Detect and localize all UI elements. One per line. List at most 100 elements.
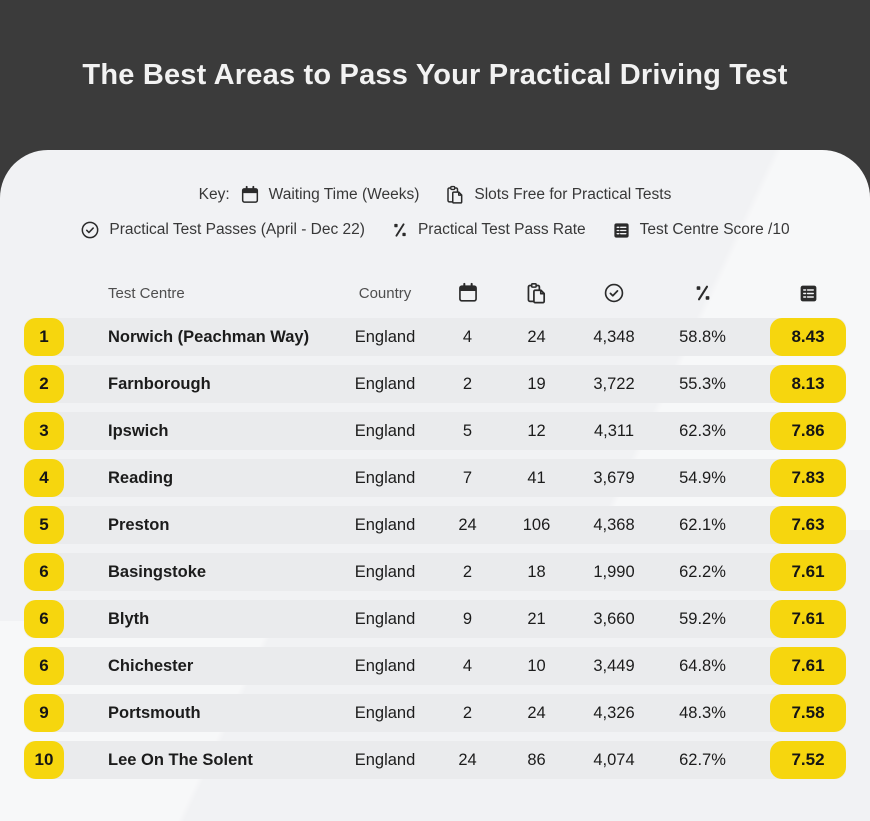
page-title: The Best Areas to Pass Your Practical Dr… [82, 58, 788, 91]
column-test-centre: Test Centre [108, 284, 185, 302]
column-country: Country [358, 284, 412, 302]
key-item-test-passes: Practical Test Passes (April - Dec 22) [80, 220, 365, 240]
test-passes-value: 4,326 [593, 703, 635, 722]
waiting-time-value: 2 [462, 374, 473, 393]
table-row: 4 Reading England 7 41 3,679 54.9% 7.83 [24, 459, 846, 497]
score-badge: 7.63 [770, 506, 846, 544]
waiting-time-value: 2 [462, 562, 473, 581]
rank-badge: 2 [24, 365, 64, 403]
slots-free-value: 21 [527, 609, 546, 628]
key-item-pass-rate: Practical Test Pass Rate [391, 221, 586, 239]
score-badge: 8.43 [770, 318, 846, 356]
waiting-time-value: 4 [462, 327, 473, 346]
test-centre-name: Farnborough [108, 374, 211, 393]
score-badge: 7.86 [770, 412, 846, 450]
pass-rate-value: 54.9% [679, 468, 726, 487]
key-line-1: Key: Waiting Time (Weeks) Slots Free for… [0, 184, 870, 206]
pass-rate-value: 62.1% [679, 515, 726, 534]
country-value: England [354, 750, 416, 769]
waiting-time-value: 5 [462, 421, 473, 440]
percent-icon [391, 221, 409, 239]
table-row: 3 Ipswich England 5 12 4,311 62.3% 7.86 [24, 412, 846, 450]
table-header-row: Test Centre Country [24, 278, 846, 308]
table-row: 10 Lee On The Solent England 24 86 4,074… [24, 741, 846, 779]
table-row: 6 Basingstoke England 2 18 1,990 62.2% 7… [24, 553, 846, 591]
rank-badge: 3 [24, 412, 64, 450]
ranking-table: Test Centre Country 1 Norwich (Peachman … [0, 278, 870, 779]
slots-free-value: 24 [527, 327, 546, 346]
test-passes-value: 3,722 [593, 374, 635, 393]
waiting-time-value: 7 [462, 468, 473, 487]
score-list-icon [770, 283, 846, 304]
country-value: England [354, 374, 416, 393]
key-item-label: Waiting Time (Weeks) [268, 186, 420, 203]
test-centre-name: Norwich (Peachman Way) [108, 327, 310, 346]
key-item-label: Slots Free for Practical Tests [474, 186, 672, 203]
waiting-time-value: 9 [462, 609, 473, 628]
slots-free-value: 24 [527, 703, 546, 722]
percent-icon [660, 283, 745, 303]
score-badge: 8.13 [770, 365, 846, 403]
key-item-label: Practical Test Passes (April - Dec 22) [109, 221, 365, 238]
waiting-time-value: 2 [462, 703, 473, 722]
test-passes-value: 4,348 [593, 327, 635, 346]
pass-rate-value: 64.8% [679, 656, 726, 675]
rank-badge: 6 [24, 600, 64, 638]
calendar-icon [240, 185, 260, 205]
country-value: England [354, 562, 416, 581]
key-item-label: Test Centre Score /10 [639, 221, 790, 238]
clipboard-icon [445, 185, 465, 205]
waiting-time-value: 24 [458, 515, 477, 534]
slots-free-value: 10 [527, 656, 546, 675]
table-row: 9 Portsmouth England 2 24 4,326 48.3% 7.… [24, 694, 846, 732]
check-badge-icon [568, 282, 660, 304]
test-passes-value: 3,449 [593, 656, 635, 675]
test-passes-value: 4,368 [593, 515, 635, 534]
country-value: England [354, 468, 416, 487]
table-row: 5 Preston England 24 106 4,368 62.1% 7.6… [24, 506, 846, 544]
test-centre-name: Preston [108, 515, 170, 534]
country-value: England [354, 421, 416, 440]
table-row: 6 Blyth England 9 21 3,660 59.2% 7.61 [24, 600, 846, 638]
score-badge: 7.58 [770, 694, 846, 732]
test-centre-name: Ipswich [108, 421, 169, 440]
content-card: Key: Waiting Time (Weeks) Slots Free for… [0, 150, 870, 821]
table-row: 1 Norwich (Peachman Way) England 4 24 4,… [24, 318, 846, 356]
waiting-time-value: 24 [458, 750, 477, 769]
key-item-centre-score: Test Centre Score /10 [612, 221, 790, 240]
waiting-time-value: 4 [462, 656, 473, 675]
score-badge: 7.61 [770, 647, 846, 685]
rank-badge: 6 [24, 647, 64, 685]
rank-badge: 5 [24, 506, 64, 544]
rank-badge: 10 [24, 741, 64, 779]
pass-rate-value: 62.3% [679, 421, 726, 440]
slots-free-value: 19 [527, 374, 546, 393]
test-passes-value: 1,990 [593, 562, 635, 581]
pass-rate-value: 59.2% [679, 609, 726, 628]
test-centre-name: Portsmouth [108, 703, 201, 722]
test-passes-value: 3,660 [593, 609, 635, 628]
test-passes-value: 3,679 [593, 468, 635, 487]
rank-badge: 4 [24, 459, 64, 497]
test-centre-name: Basingstoke [108, 562, 207, 581]
check-badge-icon [80, 220, 100, 240]
country-value: England [354, 703, 416, 722]
score-list-icon [612, 221, 631, 240]
country-value: England [354, 515, 416, 534]
score-badge: 7.52 [770, 741, 846, 779]
country-value: England [354, 609, 416, 628]
pass-rate-value: 48.3% [679, 703, 726, 722]
score-badge: 7.61 [770, 600, 846, 638]
clipboard-icon [505, 282, 568, 305]
score-badge: 7.61 [770, 553, 846, 591]
key-item-waiting-time: Waiting Time (Weeks) [240, 185, 420, 205]
key-label: Key: [198, 186, 230, 203]
slots-free-value: 86 [527, 750, 546, 769]
test-centre-name: Chichester [108, 656, 194, 675]
calendar-icon [430, 282, 505, 304]
country-value: England [354, 656, 416, 675]
test-passes-value: 4,074 [593, 750, 635, 769]
test-centre-name: Blyth [108, 609, 150, 628]
pass-rate-value: 55.3% [679, 374, 726, 393]
